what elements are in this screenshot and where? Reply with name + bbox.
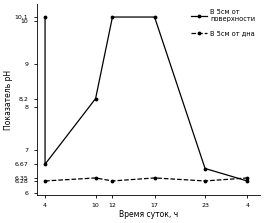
В 5см от дна (204, 180, 207, 182)
В 5см от дна (246, 177, 249, 179)
В 5см от дна (153, 177, 156, 179)
В 5см от
поверхности (153, 16, 156, 18)
В 5см от
поверхности (94, 97, 97, 100)
Y-axis label: Показатель рН: Показатель рН (4, 70, 13, 130)
В 5см от дна (94, 177, 97, 179)
X-axis label: Время суток, ч: Время суток, ч (119, 210, 178, 219)
В 5см от
поверхности (44, 163, 47, 165)
В 5см от
поверхности (111, 16, 114, 18)
В 5см от
поверхности (44, 16, 47, 18)
Line: В 5см от
поверхности: В 5см от поверхности (43, 15, 250, 183)
Legend: В 5см от
поверхности, В 5см от дна: В 5см от поверхности, В 5см от дна (189, 8, 257, 37)
Line: В 5см от дна: В 5см от дна (43, 176, 250, 183)
В 5см от
поверхности (246, 180, 249, 182)
В 5см от дна (111, 180, 114, 182)
В 5см от дна (44, 180, 47, 182)
В 5см от
поверхности (204, 167, 207, 170)
